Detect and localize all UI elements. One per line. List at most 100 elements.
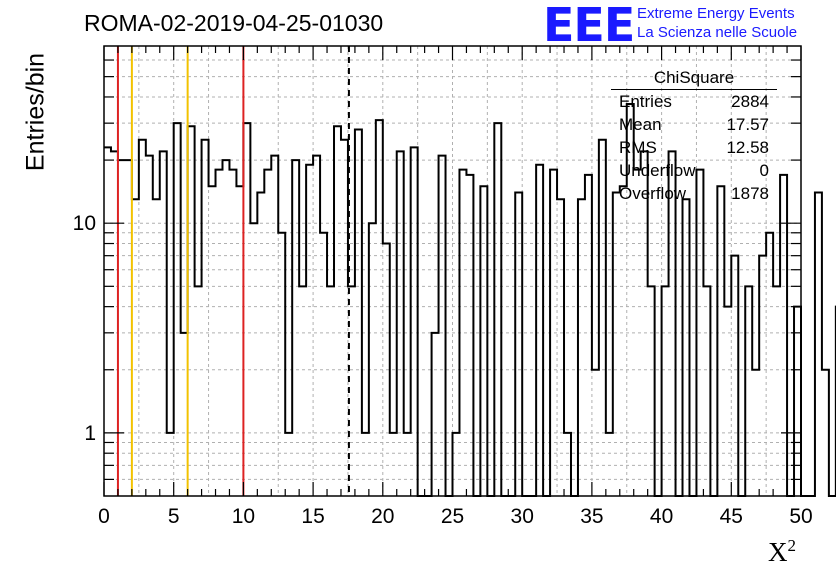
histogram-bin <box>466 175 473 496</box>
grid <box>104 46 801 496</box>
x-tick-label: 45 <box>720 505 743 528</box>
histogram-bin <box>299 286 306 496</box>
histogram-bin <box>620 186 627 496</box>
stats-label: Mean <box>619 115 662 134</box>
logo-line-2: La Scienza nelle Scuole <box>637 24 798 41</box>
histogram-bin <box>766 233 773 496</box>
histogram-bin <box>439 156 446 496</box>
histogram-bin <box>745 286 752 496</box>
histogram-bin <box>216 170 223 496</box>
histogram-bin <box>634 170 641 496</box>
histogram-bin <box>480 186 487 496</box>
histogram-bin <box>355 129 362 496</box>
histogram-bin <box>118 160 125 496</box>
histogram-bin <box>752 370 759 496</box>
x-axis-label: X2 <box>768 536 796 567</box>
histogram-bin <box>648 286 655 496</box>
histogram-bin <box>362 433 369 496</box>
axes <box>103 45 802 497</box>
histogram-bin <box>494 123 501 496</box>
histogram-bin <box>125 160 132 496</box>
histogram-bin <box>202 140 209 496</box>
histogram-bin <box>696 170 703 496</box>
histogram-bin <box>599 140 606 496</box>
histogram-bin <box>278 233 285 496</box>
histogram-bin <box>209 186 216 496</box>
histogram-bin <box>153 199 160 496</box>
stats-row-entries: Entries 2884 <box>611 90 777 113</box>
x-tick-label: 15 <box>301 505 324 528</box>
x-tick-label: 35 <box>580 505 603 528</box>
histogram-bin <box>341 140 348 496</box>
histogram-bin <box>683 199 690 496</box>
histogram-bin <box>222 160 229 496</box>
histogram-bin <box>759 256 766 496</box>
histogram-bin <box>257 193 264 496</box>
histogram-bin <box>453 433 460 496</box>
histogram-bin <box>411 147 418 496</box>
histogram-bin <box>815 193 822 496</box>
y-tick-label: 10 <box>73 212 96 235</box>
histogram-bin <box>313 156 320 496</box>
histogram-bin <box>557 199 564 496</box>
eee-logo: EEE <box>543 0 635 52</box>
stats-row-underflow: Underflow 0 <box>611 159 777 182</box>
histogram-bin <box>592 370 599 496</box>
histogram-bin <box>132 199 139 496</box>
y-axis-label: Entries/bin <box>21 52 50 172</box>
histogram-bin <box>515 193 522 496</box>
stats-label: Overflow <box>619 184 687 203</box>
histogram-bin <box>550 170 557 496</box>
histogram-bin <box>264 170 271 496</box>
histogram-bin <box>404 433 411 496</box>
histogram-bin <box>397 151 404 496</box>
histogram-bin <box>432 333 439 496</box>
histogram-bin <box>188 126 195 496</box>
logo-line-1: Extreme Energy Events <box>637 5 795 22</box>
histogram-bin <box>285 433 292 496</box>
histogram-bin <box>578 199 585 496</box>
histogram-bin <box>536 165 543 496</box>
stats-label: Underflow <box>619 161 696 180</box>
stats-row-rms: RMS 12.58 <box>611 136 777 159</box>
x-tick-label: 20 <box>371 505 394 528</box>
chart-title: ROMA-02-2019-04-25-01030 <box>84 10 384 36</box>
histogram-bin <box>383 244 390 496</box>
histogram-bin <box>703 286 710 496</box>
histogram-bin <box>390 433 397 496</box>
histogram-bin <box>174 123 181 496</box>
histogram-bin <box>243 123 250 496</box>
histogram-bin <box>606 433 613 496</box>
histogram-bin <box>292 160 299 496</box>
histogram-outline <box>104 103 836 497</box>
histogram-bin <box>794 307 801 496</box>
histogram-bin <box>146 156 153 496</box>
histogram-bin <box>306 165 313 496</box>
histogram-bin <box>822 370 829 496</box>
histogram-bin <box>564 433 571 496</box>
stats-value: 2884 <box>731 92 769 111</box>
histogram-bin <box>167 433 174 496</box>
histogram-bars <box>104 103 836 497</box>
histogram-bin <box>104 147 111 496</box>
x-tick-label: 10 <box>232 505 255 528</box>
histogram-bin <box>334 126 341 496</box>
histogram-bin <box>585 175 592 496</box>
stats-row-overflow: Overflow 1878 <box>611 182 777 205</box>
histogram-bin <box>613 193 620 496</box>
histogram-bin <box>181 333 188 496</box>
x-tick-label: 40 <box>650 505 673 528</box>
histogram-bin <box>717 186 724 496</box>
tick-labels: 0 5 10 15 20 25 30 35 40 45 50 1 10 <box>73 212 813 528</box>
stats-label: Entries <box>619 92 672 111</box>
marker-lines <box>116 46 350 496</box>
stats-title: ChiSquare <box>611 66 777 90</box>
x-tick-label: 50 <box>789 505 812 528</box>
stats-box: ChiSquare Entries 2884 Mean 17.57 RMS 12… <box>611 66 777 205</box>
histogram-bin <box>195 286 202 496</box>
stats-value: 0 <box>759 161 769 180</box>
x-tick-label: 0 <box>98 505 110 528</box>
x-tick-label: 30 <box>511 505 534 528</box>
